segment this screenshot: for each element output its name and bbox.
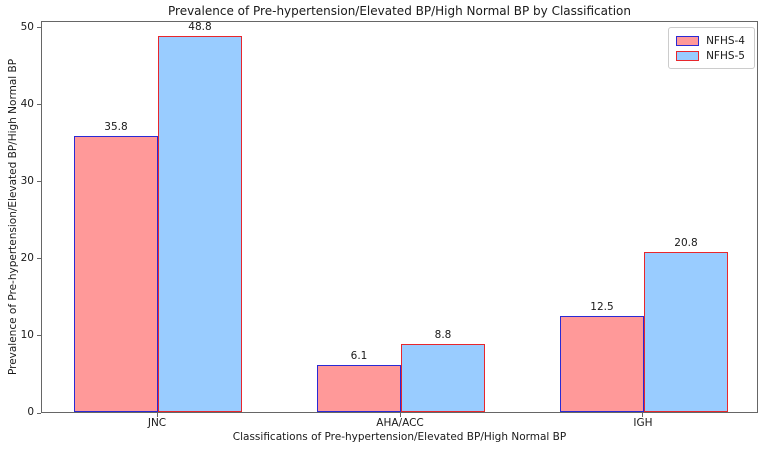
y-tick-label: 20 bbox=[20, 251, 34, 264]
bar-nfhs-5-jnc bbox=[158, 36, 242, 412]
bar-nfhs-5-igh bbox=[643, 251, 728, 412]
x-tick-mark bbox=[156, 413, 158, 417]
bar-nfhs-4-igh bbox=[559, 315, 644, 412]
chart-title: Prevalence of Pre-hypertension/Elevated … bbox=[168, 4, 631, 18]
bar-value-label: 6.1 bbox=[350, 350, 368, 363]
bar-nfhs-4-jnc bbox=[74, 136, 158, 412]
x-axis-label: Classifications of Pre-hypertension/Elev… bbox=[232, 431, 567, 443]
x-tick-mark bbox=[642, 413, 644, 417]
legend: NFHS-4 NFHS-5 bbox=[668, 27, 755, 69]
plot-area: 35.8 6.1 12.5 48.8 8.8 20.8 bbox=[41, 21, 758, 413]
y-tick-label: 50 bbox=[20, 20, 34, 33]
y-tick-mark bbox=[37, 335, 41, 337]
bar-value-label: 35.8 bbox=[104, 121, 128, 134]
y-tick-mark bbox=[37, 258, 41, 260]
bar-nfhs-4-aha-acc bbox=[317, 365, 401, 412]
bar-nfhs-5-aha-acc bbox=[401, 344, 485, 412]
y-tick-label: 40 bbox=[20, 97, 34, 110]
x-tick-label-igh: IGH bbox=[633, 417, 653, 429]
legend-swatch-nfhs-5-icon bbox=[676, 50, 700, 61]
y-tick-label: 30 bbox=[20, 174, 34, 187]
y-tick-mark bbox=[37, 104, 41, 106]
legend-swatch-nfhs-4-icon bbox=[676, 35, 700, 46]
y-tick-mark bbox=[37, 181, 41, 183]
y-tick-label: 0 bbox=[27, 406, 34, 418]
x-tick-mark bbox=[399, 413, 401, 417]
y-tick-mark bbox=[37, 412, 41, 414]
y-tick-mark bbox=[37, 27, 41, 29]
bar-value-label: 20.8 bbox=[674, 236, 698, 249]
x-tick-label-jnc: JNC bbox=[147, 417, 167, 429]
legend-item-nfhs-5: NFHS-5 bbox=[676, 48, 745, 63]
bar-value-label: 12.5 bbox=[590, 300, 614, 313]
bar-value-label: 48.8 bbox=[188, 21, 212, 34]
y-tick-label: 10 bbox=[20, 328, 34, 341]
legend-item-nfhs-4: NFHS-4 bbox=[676, 33, 745, 48]
legend-label-nfhs-5: NFHS-5 bbox=[706, 49, 745, 62]
bar-value-label: 8.8 bbox=[434, 329, 452, 342]
x-tick-label-aha-acc: AHA/ACC bbox=[376, 417, 424, 429]
legend-label-nfhs-4: NFHS-4 bbox=[706, 34, 745, 47]
